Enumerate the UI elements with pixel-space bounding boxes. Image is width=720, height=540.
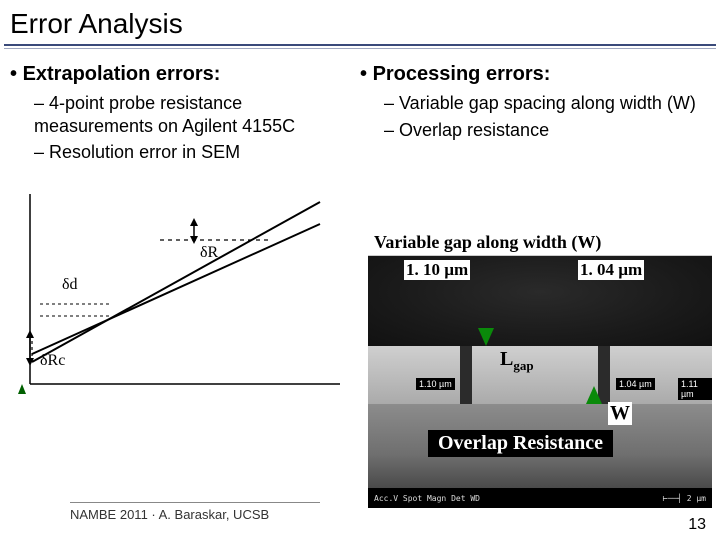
right-heading: Processing errors: xyxy=(360,63,710,86)
right-item-2: Overlap resistance xyxy=(384,119,710,142)
sem-footer-scale: ⊢──┤ 2 µm xyxy=(663,494,706,503)
scalebar-3: 1.11 µm xyxy=(678,378,712,400)
left-column: Extrapolation errors: 4-point probe resi… xyxy=(10,57,360,404)
left-item-1-text: 4-point probe resistance measurements on… xyxy=(34,93,295,136)
sem-footer-bar: Acc.V Spot Magn Det WD ⊢──┤ 2 µm xyxy=(368,488,712,508)
right-item-1: Variable gap spacing along width (W) xyxy=(384,92,710,115)
label-delta-d: δd xyxy=(62,276,78,294)
sem-footer-left: Acc.V Spot Magn Det WD xyxy=(374,494,480,503)
scalebar-1: 1.10 µm xyxy=(416,378,455,390)
sem-image-region: Variable gap along width (W) 1. 10 µm 1.… xyxy=(368,230,712,508)
sem-metal-bar xyxy=(368,346,712,404)
right-item-1-text: Variable gap spacing along width (W) xyxy=(399,93,696,113)
lgap-label: Lgap xyxy=(500,348,534,374)
rule-light xyxy=(4,48,716,49)
label-delta-r: δR xyxy=(200,244,218,262)
slide-title: Error Analysis xyxy=(0,0,720,44)
overlap-resistance-label: Overlap Resistance xyxy=(428,430,613,457)
mu-left: 1. 10 µm xyxy=(404,260,470,280)
sem-footer-scale-text: 2 µm xyxy=(687,494,706,503)
slide-footer: NAMBE 2011 · A. Baraskar, UCSB xyxy=(70,502,320,522)
rule-dark xyxy=(4,44,716,46)
left-item-2-text: Resolution error in SEM xyxy=(49,142,240,162)
left-item-2: Resolution error in SEM xyxy=(34,141,360,164)
lgap-L: L xyxy=(500,348,513,370)
label-delta-rc: δRc xyxy=(40,352,65,370)
green-arrow-up xyxy=(586,386,602,404)
right-item-2-text: Overlap resistance xyxy=(399,120,549,140)
lgap-sub: gap xyxy=(513,358,533,373)
diagram-svg xyxy=(10,184,350,404)
mu-right: 1. 04 µm xyxy=(578,260,644,280)
left-item-1: 4-point probe resistance measurements on… xyxy=(34,92,360,137)
right-list: Variable gap spacing along width (W) Ove… xyxy=(384,92,710,141)
extrapolation-diagram: δR δd δRc xyxy=(10,184,350,404)
w-label: W xyxy=(608,402,632,425)
sem-caption: Variable gap along width (W) xyxy=(368,230,712,256)
left-heading: Extrapolation errors: xyxy=(10,63,360,86)
page-number: 13 xyxy=(688,516,706,534)
sem-gap-1 xyxy=(460,346,472,404)
scalebar-2: 1.04 µm xyxy=(616,378,655,390)
green-arrow-down xyxy=(478,328,494,346)
left-list: 4-point probe resistance measurements on… xyxy=(34,92,360,164)
